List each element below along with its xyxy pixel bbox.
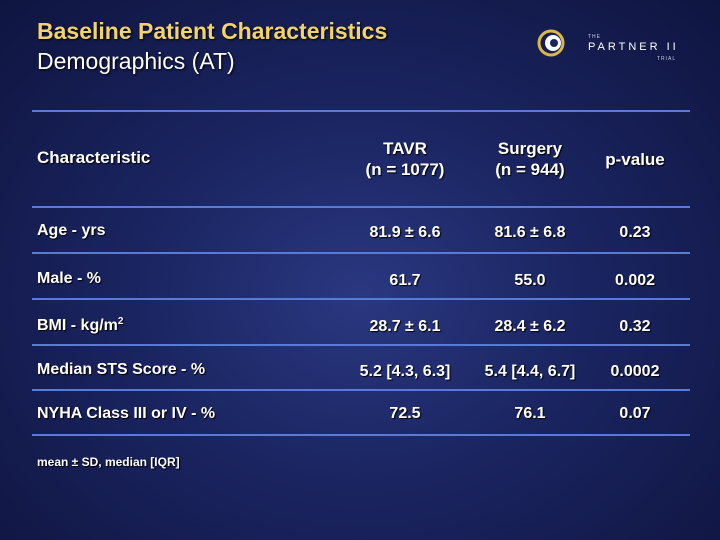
cell-pvalue: 0.002 <box>614 272 656 289</box>
cell-surgery: 28.4 ± 6.2 <box>494 318 566 335</box>
logo-the: THE <box>588 34 601 40</box>
row-label-sts: Median STS Score - % <box>37 361 206 378</box>
cell-tavr: 5.2 [4.3, 6.3] <box>359 363 451 380</box>
cell-pvalue: 0.0002 <box>610 363 660 380</box>
slide-subtitle: Demographics (AT) <box>37 48 235 74</box>
header-tavr-name: TAVR <box>383 139 427 158</box>
row-divider <box>32 344 690 346</box>
footnote: mean ± SD, median [IQR] <box>37 455 180 469</box>
logo-name: PARTNER II <box>588 41 679 53</box>
row-label-nyha: NYHA Class III or IV - % <box>37 405 216 422</box>
row-divider <box>32 434 690 436</box>
heart-valve-icon <box>537 29 565 57</box>
cell-pvalue: 0.23 <box>619 224 651 241</box>
row-divider <box>32 298 690 300</box>
title-block: Baseline Patient Characteristics Demogra… <box>37 16 387 76</box>
header-surgery-n: (n = 944) <box>495 160 565 179</box>
row-label-bmi: BMI - kg/m2 <box>37 316 123 335</box>
header-tavr-n: (n = 1077) <box>365 160 445 179</box>
header-top-rule <box>32 110 690 112</box>
cell-surgery: 5.4 [4.4, 6.7] <box>484 363 576 380</box>
logo-trial: TRIAL <box>657 56 677 62</box>
partner-logo: THE PARTNER II TRIAL <box>536 22 676 70</box>
header-tavr: TAVR (n = 1077) <box>330 138 480 180</box>
bmi-label-text: BMI - kg/m <box>37 317 118 334</box>
row-divider <box>32 206 690 208</box>
cell-tavr: 72.5 <box>389 405 421 422</box>
cell-surgery: 81.6 ± 6.8 <box>494 224 566 241</box>
cell-surgery: 76.1 <box>514 405 546 422</box>
cell-surgery: 55.0 <box>514 272 546 289</box>
cell-tavr: 81.9 ± 6.6 <box>369 224 441 241</box>
row-label-male: Male - % <box>37 270 102 287</box>
header-surgery: Surgery (n = 944) <box>455 138 605 180</box>
cell-pvalue: 0.32 <box>619 318 651 335</box>
row-divider <box>32 252 690 254</box>
cell-pvalue: 0.07 <box>619 405 651 422</box>
header-characteristic: Characteristic <box>37 148 151 167</box>
row-divider <box>32 389 690 391</box>
bmi-label-superscript: 2 <box>117 316 124 327</box>
slide-title: Baseline Patient Characteristics <box>37 18 388 44</box>
row-label-age: Age - yrs <box>37 222 106 239</box>
cell-tavr: 28.7 ± 6.1 <box>369 318 441 335</box>
cell-tavr: 61.7 <box>389 272 421 289</box>
header-pvalue: p-value <box>605 150 665 169</box>
header-surgery-name: Surgery <box>497 139 563 158</box>
